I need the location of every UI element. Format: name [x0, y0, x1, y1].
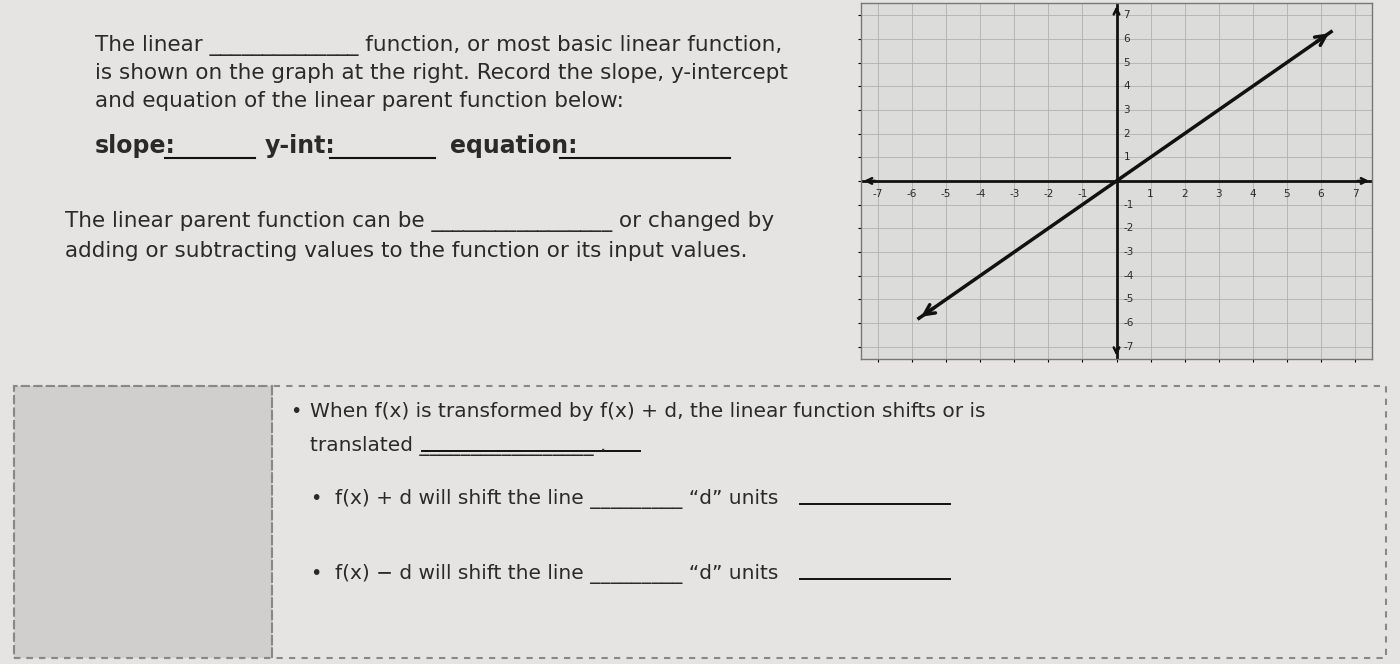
Text: 5: 5 — [1123, 58, 1130, 68]
Text: 6: 6 — [1123, 34, 1130, 44]
Text: -5: -5 — [1123, 294, 1134, 304]
Text: WITH F(X) + D: WITH F(X) + D — [31, 520, 255, 548]
Text: 1: 1 — [1123, 152, 1130, 162]
Bar — [14, 386, 272, 658]
Text: -1: -1 — [1123, 200, 1134, 210]
Text: 7: 7 — [1123, 10, 1130, 20]
Text: -2: -2 — [1123, 223, 1134, 233]
Text: The linear ______________ function, or most basic linear function,: The linear ______________ function, or m… — [95, 35, 783, 56]
Text: -6: -6 — [907, 189, 917, 199]
Text: f(x) − d will shift the line _________ “d” units: f(x) − d will shift the line _________ “… — [335, 564, 778, 584]
Text: 3: 3 — [1123, 105, 1130, 115]
Text: When f(x) is transformed by f(x) + d, the linear function shifts or is: When f(x) is transformed by f(x) + d, th… — [309, 402, 986, 421]
Text: -3: -3 — [1009, 189, 1019, 199]
Text: equation:: equation: — [449, 133, 577, 158]
Text: adding or subtracting values to the function or its input values.: adding or subtracting values to the func… — [64, 241, 748, 261]
Text: y-int:: y-int: — [265, 133, 336, 158]
Text: -4: -4 — [1123, 271, 1134, 281]
Text: •: • — [290, 402, 301, 421]
Text: and equation of the linear parent function below:: and equation of the linear parent functi… — [95, 92, 624, 112]
Text: 6: 6 — [1317, 189, 1324, 199]
Text: -4: -4 — [974, 189, 986, 199]
Text: 4: 4 — [1249, 189, 1256, 199]
Text: -7: -7 — [1123, 342, 1134, 352]
Text: •: • — [309, 564, 322, 583]
Text: -7: -7 — [872, 189, 883, 199]
Text: -3: -3 — [1123, 247, 1134, 257]
Text: 4: 4 — [1123, 81, 1130, 91]
Text: is shown on the graph at the right. Record the slope, y-intercept: is shown on the graph at the right. Reco… — [95, 63, 788, 83]
Text: f(x) + d will shift the line _________ “d” units: f(x) + d will shift the line _________ “… — [335, 489, 778, 509]
Text: translated _________________ .: translated _________________ . — [309, 436, 606, 456]
Text: -5: -5 — [941, 189, 952, 199]
Text: 7: 7 — [1351, 189, 1358, 199]
Text: 5: 5 — [1284, 189, 1291, 199]
Text: 2: 2 — [1123, 129, 1130, 139]
Text: -2: -2 — [1043, 189, 1054, 199]
Text: TRANSFORMING: TRANSFORMING — [17, 465, 269, 493]
Text: 3: 3 — [1215, 189, 1222, 199]
Text: The linear parent function can be _________________ or changed by: The linear parent function can be ______… — [64, 211, 774, 232]
Text: -6: -6 — [1123, 318, 1134, 328]
Text: •: • — [309, 489, 322, 508]
Text: 2: 2 — [1182, 189, 1189, 199]
Text: -1: -1 — [1077, 189, 1088, 199]
Text: slope:: slope: — [95, 133, 176, 158]
Text: 1: 1 — [1147, 189, 1154, 199]
